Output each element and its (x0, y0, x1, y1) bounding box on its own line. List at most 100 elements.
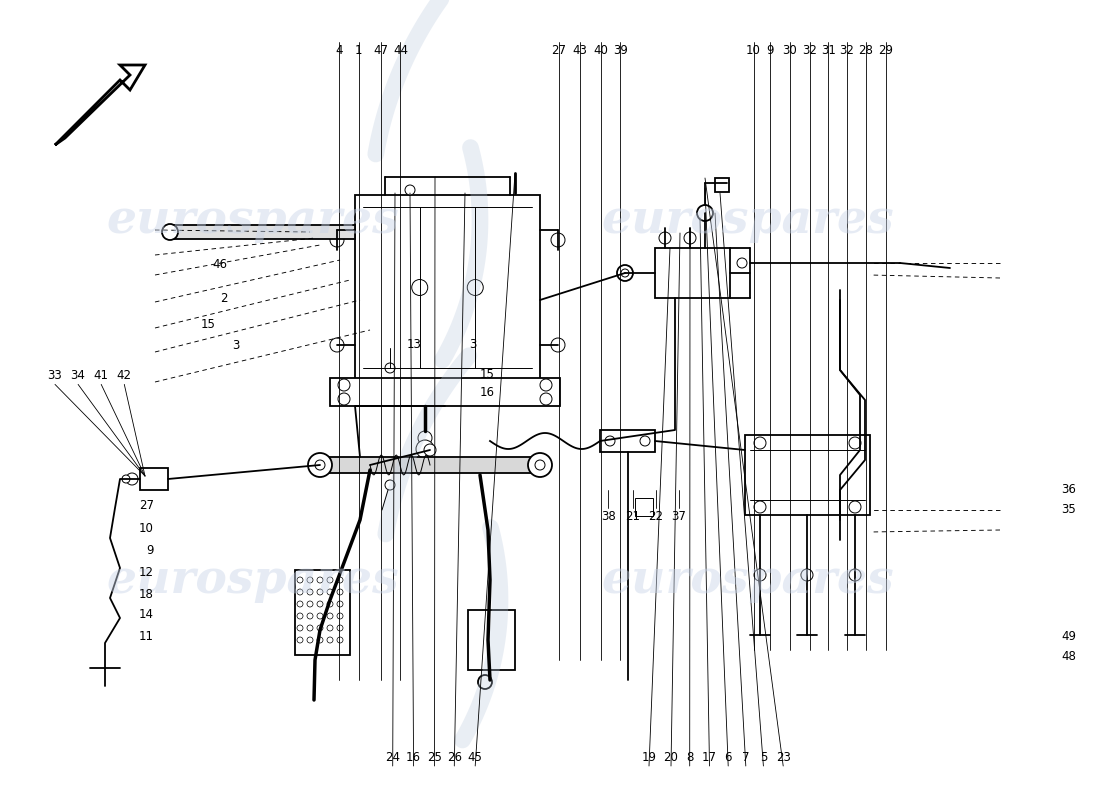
Circle shape (308, 453, 332, 477)
Text: 7: 7 (742, 751, 749, 764)
Circle shape (640, 436, 650, 446)
Circle shape (317, 637, 323, 643)
Circle shape (315, 460, 324, 470)
Text: 33: 33 (47, 370, 63, 382)
Circle shape (297, 589, 302, 595)
Text: eurospares: eurospares (107, 557, 399, 603)
Text: 12: 12 (139, 566, 154, 578)
Circle shape (849, 569, 861, 581)
Text: eurospares: eurospares (602, 557, 894, 603)
Circle shape (385, 363, 395, 373)
Text: 40: 40 (593, 44, 608, 57)
Circle shape (416, 440, 434, 458)
Circle shape (307, 637, 314, 643)
Circle shape (849, 501, 861, 513)
Circle shape (697, 205, 713, 221)
Circle shape (337, 589, 343, 595)
Circle shape (405, 185, 415, 195)
Circle shape (551, 338, 565, 352)
Circle shape (540, 393, 552, 405)
Text: eurospares: eurospares (602, 197, 894, 243)
Circle shape (551, 233, 565, 247)
Text: 43: 43 (572, 44, 587, 57)
Circle shape (754, 569, 766, 581)
Text: 28: 28 (858, 44, 873, 57)
Text: 10: 10 (746, 44, 761, 57)
Text: eurospares: eurospares (107, 197, 399, 243)
Text: 48: 48 (1062, 650, 1077, 662)
Circle shape (605, 436, 615, 446)
Text: 22: 22 (648, 510, 663, 522)
Text: 38: 38 (601, 510, 616, 522)
Text: 3: 3 (232, 339, 240, 352)
Text: 27: 27 (139, 499, 154, 512)
Circle shape (317, 577, 323, 583)
Text: 32: 32 (802, 44, 817, 57)
Text: 5: 5 (760, 751, 767, 764)
Circle shape (122, 475, 130, 483)
Text: 9: 9 (767, 44, 773, 57)
Text: 15: 15 (480, 368, 495, 381)
Circle shape (737, 258, 747, 268)
Bar (355, 195, 540, 380)
Bar (330, 378, 560, 406)
Text: 44: 44 (393, 44, 408, 57)
Circle shape (478, 675, 492, 689)
Circle shape (327, 625, 333, 631)
Circle shape (338, 379, 350, 391)
Circle shape (617, 265, 632, 281)
Bar (635, 498, 653, 516)
Text: 30: 30 (782, 44, 797, 57)
Text: 24: 24 (385, 751, 400, 764)
Circle shape (162, 224, 178, 240)
Text: 13: 13 (406, 338, 421, 350)
Circle shape (307, 613, 314, 619)
Circle shape (327, 577, 333, 583)
Text: 49: 49 (1062, 630, 1077, 642)
Text: 32: 32 (839, 44, 855, 57)
Bar (654, 248, 730, 298)
Circle shape (754, 501, 766, 513)
Circle shape (297, 601, 302, 607)
Text: 29: 29 (878, 44, 893, 57)
Text: 15: 15 (200, 318, 216, 330)
Text: 42: 42 (117, 370, 132, 382)
Text: 16: 16 (480, 386, 495, 398)
Circle shape (297, 577, 302, 583)
Text: 3: 3 (469, 338, 476, 350)
Text: 2: 2 (220, 292, 228, 305)
Circle shape (528, 453, 552, 477)
Text: 45: 45 (468, 751, 483, 764)
Text: 1: 1 (355, 44, 362, 57)
Bar (295, 570, 350, 655)
Circle shape (327, 613, 333, 619)
Circle shape (540, 379, 552, 391)
Circle shape (337, 625, 343, 631)
Polygon shape (55, 65, 145, 145)
Circle shape (317, 625, 323, 631)
Circle shape (337, 601, 343, 607)
Circle shape (297, 613, 302, 619)
Text: 4: 4 (336, 44, 342, 57)
Text: 21: 21 (625, 510, 640, 522)
Text: 46: 46 (212, 258, 228, 270)
Circle shape (307, 589, 314, 595)
Circle shape (307, 601, 314, 607)
Circle shape (317, 589, 323, 595)
Text: 34: 34 (70, 370, 86, 382)
Circle shape (424, 444, 436, 456)
Circle shape (317, 601, 323, 607)
Bar (140, 468, 168, 490)
Text: 35: 35 (1062, 503, 1076, 516)
Text: 17: 17 (702, 751, 717, 764)
Text: 41: 41 (94, 370, 109, 382)
Text: 20: 20 (663, 751, 679, 764)
Circle shape (468, 279, 483, 295)
Circle shape (338, 393, 350, 405)
Text: 19: 19 (641, 751, 657, 764)
Text: 25: 25 (427, 751, 442, 764)
Circle shape (307, 625, 314, 631)
Circle shape (849, 437, 861, 449)
Circle shape (754, 437, 766, 449)
Circle shape (621, 269, 629, 277)
